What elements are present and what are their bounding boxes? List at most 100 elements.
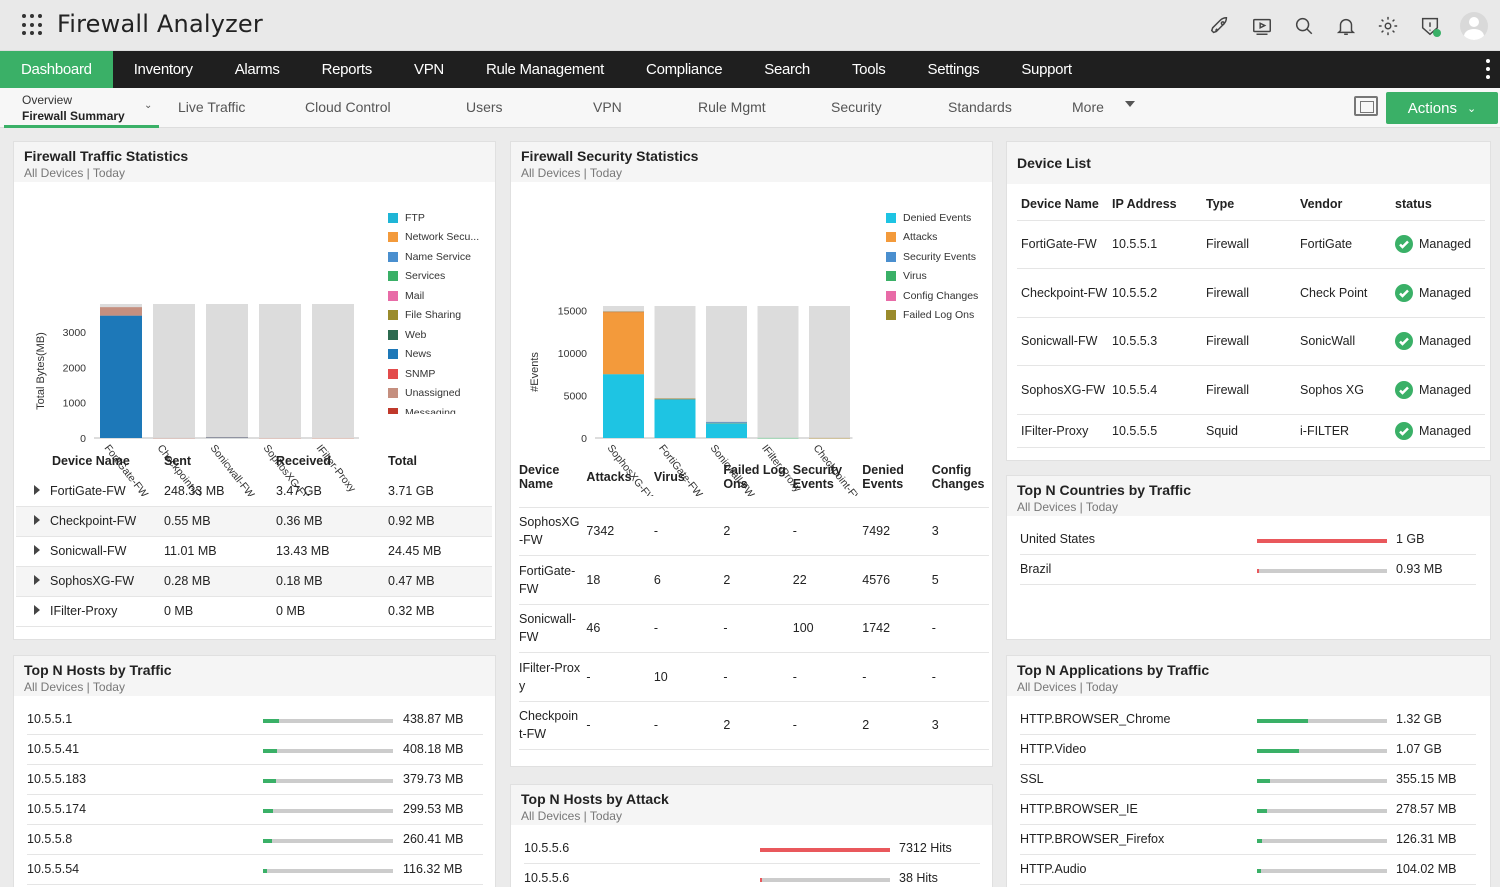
bar-segment[interactable] <box>206 437 248 439</box>
tab-cloud-control[interactable]: Cloud Control <box>305 99 391 115</box>
bar-segment[interactable] <box>706 422 747 424</box>
legend-item[interactable]: Attacks <box>886 228 978 248</box>
nav-rule-management[interactable]: Rule Management <box>485 61 605 78</box>
nav-compliance[interactable]: Compliance <box>646 61 723 78</box>
bar-segment[interactable] <box>603 311 644 313</box>
nav-vpn[interactable]: VPN <box>414 61 444 78</box>
bar-segment[interactable] <box>603 311 644 375</box>
search-icon[interactable] <box>1292 14 1316 38</box>
list-item[interactable]: 10.5.5.41 408.18 MB <box>27 736 483 765</box>
table-row[interactable]: IFilter-Proxy -10- - - - <box>519 653 989 701</box>
list-item[interactable]: 10.5.5.183 379.73 MB <box>27 766 483 795</box>
table-row[interactable]: IFilter-Proxy 10.5.5.5 Squid i-FILTER Manage… <box>1017 414 1485 447</box>
table-row[interactable]: SophosXG-FW 0.28 MB 0.18 MB 0.47 MB <box>16 566 492 596</box>
nav-reports[interactable]: Reports <box>321 61 373 78</box>
bar-segment[interactable] <box>153 437 195 439</box>
legend-item[interactable]: News <box>388 345 479 365</box>
table-row[interactable]: Checkpoint-FW 0.55 MB 0.36 MB 0.92 MB <box>16 506 492 536</box>
list-item[interactable]: HTTP.BROWSER_Chrome 1.32 GB <box>1020 706 1476 735</box>
fullscreen-icon[interactable] <box>1354 96 1378 116</box>
rocket-icon[interactable] <box>1208 14 1232 38</box>
legend-item[interactable]: Unassigned <box>388 384 479 404</box>
list-item[interactable]: 10.5.5.6 38 Hits <box>524 865 980 887</box>
legend-item[interactable]: Security Events <box>886 247 978 267</box>
tab-rule-mgmt[interactable]: Rule Mgmt <box>698 99 766 115</box>
alert-shield-icon[interactable] <box>1418 14 1442 38</box>
table-row[interactable]: SophosXG-FW 7342 - 2 - 7492 3 <box>519 507 989 556</box>
legend-item[interactable]: Web <box>388 325 479 345</box>
tab-more[interactable]: More <box>1072 99 1104 115</box>
legend-item[interactable]: Denied Events <box>886 208 978 228</box>
expand-row-icon[interactable] <box>34 545 40 555</box>
bar-segment[interactable] <box>654 398 696 400</box>
legend-item[interactable]: Mail <box>388 286 479 306</box>
list-item[interactable]: HTTP.BROWSER_Firefox 126.31 MB <box>1020 826 1476 855</box>
list-item[interactable]: 10.5.5.1 438.87 MB <box>27 706 483 735</box>
nav-tools[interactable]: Tools <box>851 61 886 78</box>
bar-segment[interactable] <box>757 437 799 439</box>
bar-segment[interactable] <box>100 315 142 438</box>
list-item[interactable]: 10.5.5.8 260.41 MB <box>27 826 483 855</box>
table-row[interactable]: SophosXG-FW 10.5.5.4 Firewall Sophos XG Mana… <box>1017 366 1485 414</box>
more-options-icon[interactable] <box>1486 59 1492 79</box>
list-item[interactable]: 10.5.5.6 7312 Hits <box>524 835 980 864</box>
legend-item[interactable]: Services <box>388 267 479 287</box>
list-item[interactable]: HTTP.BROWSER_IE 278.57 MB <box>1020 796 1476 825</box>
table-row[interactable]: FortiGate-FW 248.33 MB 3.47 GB 3.71 GB <box>16 476 492 506</box>
list-item[interactable]: HTTP.Video 1.07 GB <box>1020 736 1476 765</box>
bell-icon[interactable] <box>1334 14 1358 38</box>
nav-settings[interactable]: Settings <box>927 61 980 78</box>
bar-segment[interactable] <box>603 374 644 438</box>
expand-row-icon[interactable] <box>34 605 40 615</box>
list-item[interactable]: 10.5.5.54 116.32 MB <box>27 856 483 885</box>
tab-live-traffic[interactable]: Live Traffic <box>178 99 246 115</box>
expand-row-icon[interactable] <box>34 484 40 495</box>
list-item[interactable]: Brazil 0.93 MB <box>1020 556 1476 585</box>
bar-segment[interactable] <box>706 423 747 438</box>
list-item[interactable]: 10.5.5.174 299.53 MB <box>27 796 483 825</box>
app-grid-icon[interactable] <box>22 14 44 36</box>
list-item[interactable]: HTTP.Audio 104.02 MB <box>1020 856 1476 885</box>
legend-item[interactable]: Network Secu... <box>388 228 479 248</box>
bar-segment[interactable] <box>312 437 354 439</box>
table-row[interactable]: Sonicwall-FW 10.5.5.3 Firewall SonicWall Man… <box>1017 317 1485 366</box>
chevron-down-icon[interactable]: ⌄ <box>144 100 153 111</box>
tab-vpn[interactable]: VPN <box>593 99 622 115</box>
list-item[interactable]: SSL 355.15 MB <box>1020 766 1476 795</box>
bar-segment[interactable] <box>100 307 142 316</box>
table-row[interactable]: IFilter-Proxy 0 MB 0 MB 0.32 MB <box>16 596 492 626</box>
legend-item[interactable]: Config Changes <box>886 286 978 306</box>
tab-overview[interactable]: Overview Firewall Summary ⌄ <box>4 88 159 128</box>
nav-search[interactable]: Search <box>764 61 810 78</box>
expand-row-icon[interactable] <box>34 515 40 525</box>
caret-down-icon[interactable] <box>1125 101 1135 107</box>
user-avatar-icon[interactable] <box>1460 12 1488 40</box>
list-item[interactable]: United States 1 GB <box>1020 526 1476 555</box>
legend-item[interactable]: File Sharing <box>388 306 479 326</box>
table-row[interactable]: Checkpoint-FW - -2-2 3 <box>519 701 989 750</box>
tab-standards[interactable]: Standards <box>948 99 1012 115</box>
actions-button[interactable]: Actions ⌄ <box>1386 92 1498 124</box>
tab-users[interactable]: Users <box>466 99 503 115</box>
expand-row-icon[interactable] <box>34 575 40 585</box>
table-row[interactable]: Sonicwall-FW 11.01 MB 13.43 MB 24.45 MB <box>16 536 492 566</box>
legend-item[interactable]: Name Service <box>388 247 479 267</box>
nav-dashboard[interactable]: Dashboard <box>0 51 113 88</box>
table-row[interactable]: FortiGate-FW 18 6 2 22 4576 5 <box>519 556 989 604</box>
legend-item[interactable]: FTP <box>388 208 479 228</box>
legend-item[interactable]: Virus <box>886 267 978 287</box>
table-row[interactable]: Sonicwall-FW 46 - - 100 1742 - <box>519 604 989 653</box>
bar-segment[interactable] <box>206 437 248 438</box>
nav-alarms[interactable]: Alarms <box>234 61 280 78</box>
nav-inventory[interactable]: Inventory <box>133 61 193 78</box>
bar-segment[interactable] <box>259 437 301 439</box>
legend-item[interactable]: Failed Log Ons <box>886 306 978 326</box>
bar-segment[interactable] <box>809 437 850 439</box>
gear-icon[interactable] <box>1376 14 1400 38</box>
bar-segment[interactable] <box>654 399 696 438</box>
bar-segment[interactable] <box>706 421 747 423</box>
legend-item[interactable]: SNMP <box>388 364 479 384</box>
table-row[interactable]: FortiGate-FW 10.5.5.1 Firewall FortiGate Man… <box>1017 220 1485 269</box>
media-icon[interactable] <box>1250 14 1274 38</box>
legend-item[interactable]: Messaging <box>388 403 479 414</box>
